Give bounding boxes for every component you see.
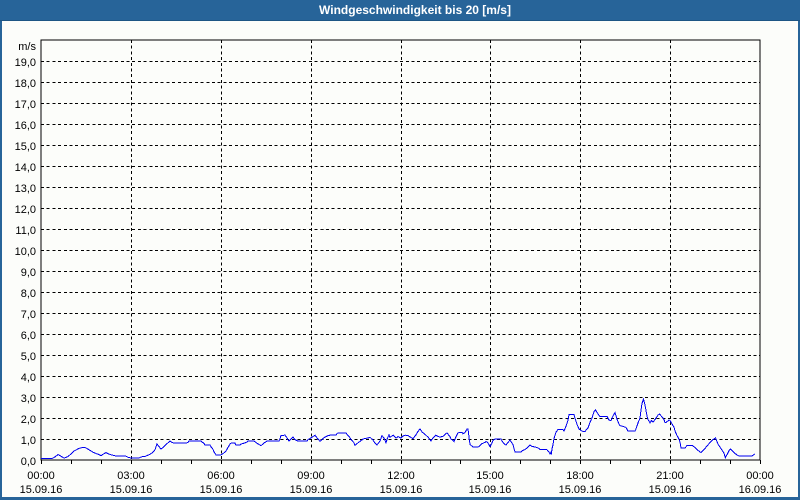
svg-text:06:00: 06:00: [207, 470, 235, 482]
svg-text:4,0: 4,0: [21, 372, 36, 384]
svg-text:7,0: 7,0: [21, 309, 36, 321]
svg-text:15:00: 15:00: [476, 470, 504, 482]
svg-text:15,0: 15,0: [15, 141, 36, 153]
svg-text:5,0: 5,0: [21, 351, 36, 363]
svg-text:13,0: 13,0: [15, 183, 36, 195]
svg-text:21:00: 21:00: [656, 470, 684, 482]
svg-text:11,0: 11,0: [15, 225, 36, 237]
svg-text:15.09.16: 15.09.16: [110, 484, 153, 496]
svg-text:18:00: 18:00: [566, 470, 594, 482]
svg-text:00:00: 00:00: [746, 470, 774, 482]
svg-text:19,0: 19,0: [15, 57, 36, 69]
svg-text:17,0: 17,0: [15, 99, 36, 111]
svg-text:0,0: 0,0: [21, 456, 36, 468]
svg-text:18,0: 18,0: [15, 78, 36, 90]
svg-text:8,0: 8,0: [21, 288, 36, 300]
svg-text:15.09.16: 15.09.16: [559, 484, 602, 496]
svg-text:16.09.16: 16.09.16: [739, 484, 782, 496]
svg-text:14,0: 14,0: [15, 162, 36, 174]
svg-text:15.09.16: 15.09.16: [200, 484, 243, 496]
svg-text:m/s: m/s: [18, 41, 36, 53]
svg-text:15.09.16: 15.09.16: [380, 484, 423, 496]
svg-text:15.09.16: 15.09.16: [649, 484, 692, 496]
svg-text:03:00: 03:00: [117, 470, 145, 482]
svg-text:09:00: 09:00: [297, 470, 325, 482]
svg-text:15.09.16: 15.09.16: [469, 484, 512, 496]
svg-text:15.09.16: 15.09.16: [290, 484, 333, 496]
svg-text:12,0: 12,0: [15, 204, 36, 216]
svg-text:12:00: 12:00: [387, 470, 415, 482]
svg-text:9,0: 9,0: [21, 267, 36, 279]
svg-text:16,0: 16,0: [15, 120, 36, 132]
svg-text:3,0: 3,0: [21, 393, 36, 405]
svg-text:10,0: 10,0: [15, 246, 36, 258]
svg-text:1,0: 1,0: [21, 435, 36, 447]
svg-text:00:00: 00:00: [27, 470, 55, 482]
svg-text:2,0: 2,0: [21, 414, 36, 426]
svg-text:6,0: 6,0: [21, 330, 36, 342]
svg-text:15.09.16: 15.09.16: [20, 484, 63, 496]
